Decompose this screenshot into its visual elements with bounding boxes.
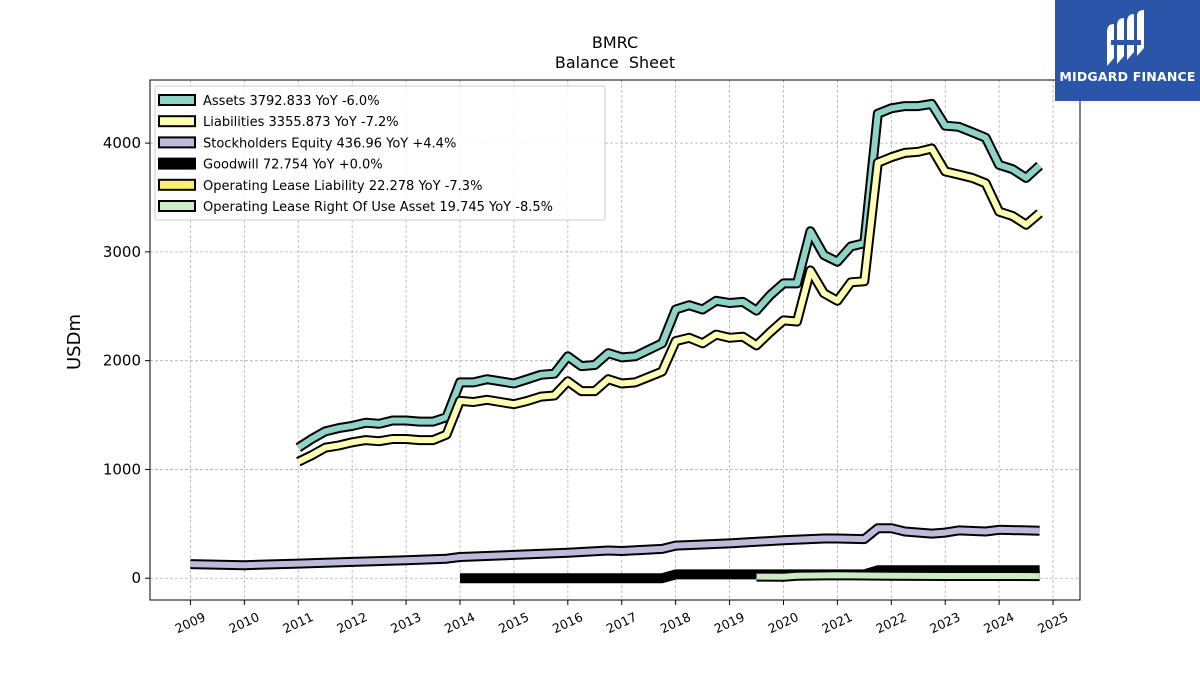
series-line-5 — [756, 572, 1040, 580]
y-tick-label: 3000 — [103, 243, 141, 261]
legend-label-1: Liabilities 3355.873 YoY -7.2% — [203, 115, 399, 130]
chart-title: BMRC — [592, 33, 638, 52]
x-tick-label: 2019 — [712, 609, 747, 636]
x-tick-label: 2020 — [766, 609, 801, 636]
legend-swatch-4 — [158, 178, 196, 191]
x-tick-label: 2012 — [334, 609, 369, 636]
x-tick-label: 2016 — [550, 609, 585, 636]
x-tick-label: 2022 — [873, 609, 908, 636]
y-tick-label: 0 — [131, 569, 141, 587]
x-tick-label: 2009 — [173, 609, 208, 636]
x-tick-label: 2018 — [658, 609, 693, 636]
series-lines — [190, 98, 1043, 584]
x-tick-label: 2024 — [981, 609, 1016, 636]
y-tick-label: 1000 — [103, 460, 141, 478]
x-tick-label: 2017 — [604, 609, 639, 636]
x-tick-label: 2025 — [1035, 609, 1070, 636]
chart-subtitle: Balance Sheet — [555, 53, 675, 72]
x-tick-label: 2023 — [927, 609, 962, 636]
legend-label-2: Stockholders Equity 436.96 YoY +4.4% — [203, 136, 456, 151]
legend-swatch-3 — [158, 157, 196, 170]
y-tick-label: 2000 — [103, 352, 141, 370]
legend: Assets 3792.833 YoY -6.0% Liabilities 335… — [154, 85, 606, 221]
y-tick-label: 4000 — [103, 134, 141, 152]
legend-swatch-0 — [158, 94, 196, 106]
x-tick-label: 2010 — [226, 609, 261, 636]
x-tick-label: 2013 — [388, 609, 423, 636]
x-tick-label: 2011 — [280, 609, 315, 636]
legend-swatch-5 — [158, 200, 196, 212]
x-tick-label: 2014 — [442, 609, 477, 636]
x-tick-label: 2015 — [496, 609, 531, 636]
legend-label-0: Assets 3792.833 YoY -6.0% — [203, 94, 380, 109]
midgard-logo-icon — [1107, 10, 1144, 66]
legend-box — [154, 85, 606, 221]
series-line-0 — [296, 100, 1042, 451]
legend-swatch-2 — [158, 136, 196, 149]
legend-label-5: Operating Lease Right Of Use Asset 19.74… — [203, 200, 553, 215]
series-line-2 — [190, 525, 1040, 569]
y-axis-label: USDm — [64, 314, 85, 370]
brand-name: MIDGARD FINANCE — [1059, 69, 1196, 84]
plot-frame — [149, 79, 1081, 601]
legend-swatch-1 — [158, 115, 196, 128]
x-tick-label: 2021 — [819, 609, 854, 636]
legend-label-4: Operating Lease Liability 22.278 YoY -7.… — [203, 179, 482, 194]
series-line-1 — [296, 145, 1042, 465]
brand-logo: MIDGARD FINANCE — [1055, 0, 1200, 101]
legend-label-3: Goodwill 72.754 YoY +0.0% — [203, 158, 383, 173]
